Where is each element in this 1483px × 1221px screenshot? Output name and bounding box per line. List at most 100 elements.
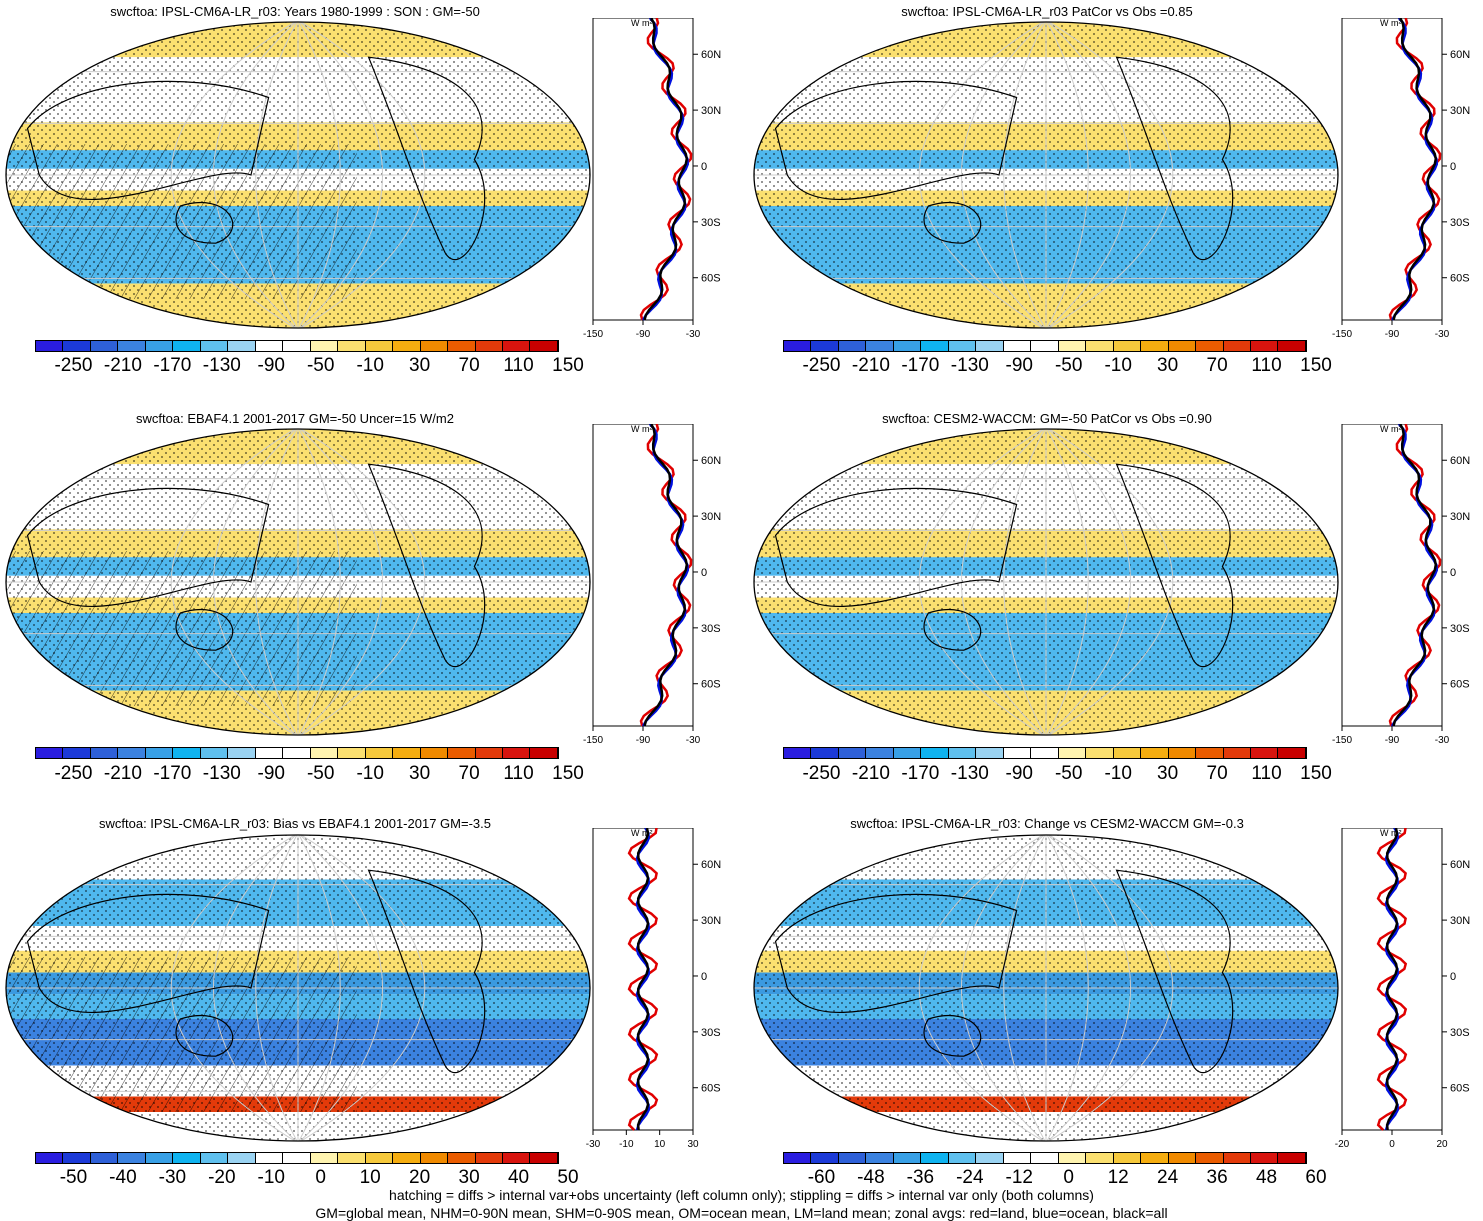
colorbar-label: 110 [1251, 355, 1282, 376]
latitude-label: 60N [701, 455, 721, 467]
latitude-label: 30S [1450, 1027, 1470, 1039]
latitude-label: 30N [701, 915, 721, 927]
colorbar-swatch [283, 748, 311, 758]
colorbar-label: 60 [1305, 1167, 1327, 1188]
latitude-label: 0 [701, 567, 707, 579]
latitude-label: 0 [1450, 567, 1456, 579]
colorbar-swatch [36, 341, 64, 351]
colorbar-label: -170 [153, 355, 192, 376]
colorbar-swatch [1250, 1153, 1279, 1163]
colorbar-swatch [365, 1153, 394, 1163]
colorbar-swatch [784, 341, 812, 351]
colorbar-swatch [1003, 1153, 1032, 1163]
colorbar-swatch [948, 341, 977, 351]
footer-line-2: GM=global mean, NHM=0-90N mean, SHM=0-90… [315, 1205, 1168, 1221]
latitude-label: 0 [701, 971, 707, 983]
colorbar-swatch [502, 748, 531, 758]
colorbar-label: -210 [103, 355, 142, 376]
colorbar-swatch [173, 1153, 201, 1163]
colorbar-label: -130 [950, 763, 989, 784]
global-map [753, 834, 1339, 1142]
colorbar-swatch [283, 341, 311, 351]
colorbar-swatch [420, 1153, 449, 1163]
colorbar-label: -210 [851, 763, 890, 784]
colorbar-label: 30 [1157, 763, 1179, 784]
colorbar-swatch [1141, 1153, 1169, 1163]
colorbar-swatch [283, 1153, 311, 1163]
colorbar-label: -30 [158, 1167, 187, 1188]
colorbar-swatch [310, 341, 339, 351]
zonal-tick-label: 10 [654, 1139, 666, 1150]
colorbar-label: 10 [359, 1167, 381, 1188]
colorbar-swatch [448, 748, 476, 758]
zonal-tick-label: -150 [583, 735, 603, 746]
colorbar-label: 110 [1251, 763, 1282, 784]
colorbar-swatch [420, 341, 449, 351]
colorbar-swatch [365, 748, 394, 758]
colorbar-swatch [838, 748, 867, 758]
colorbar-label: -170 [153, 763, 192, 784]
colorbar-swatch [921, 1153, 949, 1163]
colorbar-label: -90 [257, 355, 285, 376]
colorbar-swatch [173, 341, 201, 351]
colorbar-swatch [1058, 748, 1087, 758]
colorbar-swatch [1031, 1153, 1059, 1163]
colorbar-swatch [36, 748, 64, 758]
colorbar-label: 110 [503, 763, 534, 784]
latitude-label: 30N [701, 511, 721, 523]
colorbar-label: 36 [1206, 1167, 1228, 1188]
zonal-tick-label: -20 [1335, 1139, 1350, 1150]
colorbar-swatch [1223, 748, 1251, 758]
colorbar-swatch [1223, 1153, 1251, 1163]
all-zonal-line [643, 18, 689, 321]
colorbar [35, 340, 559, 352]
colorbar-swatch [838, 1153, 867, 1163]
colorbar-swatch [530, 748, 558, 758]
all-zonal-line [636, 828, 650, 1131]
colorbar-label: -250 [54, 355, 93, 376]
units-label: W m² [1380, 424, 1402, 434]
colorbar-label: -10 [356, 355, 384, 376]
all-zonal-line [643, 424, 689, 727]
colorbar-swatch [448, 1153, 476, 1163]
colorbar-label: -10 [356, 763, 384, 784]
zonal-tick-label: -90 [636, 735, 651, 746]
latitude-label: 0 [1450, 971, 1456, 983]
units-label: W m² [631, 424, 653, 434]
units-label: W m² [631, 828, 653, 838]
colorbar-swatch [365, 341, 394, 351]
colorbar-label: -130 [202, 355, 241, 376]
colorbar-swatch [893, 341, 922, 351]
colorbar-swatch [530, 1153, 558, 1163]
colorbar-swatch [145, 341, 174, 351]
colorbar-swatch [1141, 748, 1169, 758]
colorbar-label: -24 [956, 1167, 984, 1188]
colorbar-swatch [1250, 341, 1279, 351]
colorbar-swatch [393, 1153, 421, 1163]
panel-title: swcftoa: CESM2-WACCM: GM=-50 PatCor vs O… [882, 411, 1212, 426]
colorbar-swatch [838, 341, 867, 351]
footer-line-1: hatching = diffs > internal var+obs unce… [389, 1187, 1094, 1203]
colorbar [783, 747, 1307, 759]
colorbar-swatch [310, 1153, 339, 1163]
colorbar-swatch [420, 748, 449, 758]
colorbar-label: 20 [409, 1167, 431, 1188]
colorbar-swatch [866, 748, 894, 758]
latitude-label: 30S [1450, 217, 1470, 229]
colorbar-label: 24 [1157, 1167, 1179, 1188]
panel-title: swcftoa: IPSL-CM6A-LR_r03: Change vs CES… [850, 816, 1244, 831]
latitude-label: 0 [1450, 161, 1456, 173]
colorbar-label: -210 [103, 763, 142, 784]
colorbar-swatch [393, 748, 421, 758]
colorbar-swatch [1058, 341, 1087, 351]
colorbar-swatch [502, 1153, 531, 1163]
colorbar-swatch [1113, 341, 1142, 351]
zonal-tick-label: -30 [586, 1139, 601, 1150]
latitude-label: 60S [1450, 679, 1470, 691]
colorbar-label: 70 [1206, 355, 1228, 376]
colorbar-swatch [90, 341, 119, 351]
colorbar-swatch [948, 1153, 977, 1163]
units-label: W m² [1380, 828, 1402, 838]
colorbar-swatch [228, 748, 256, 758]
colorbar-swatch [1086, 1153, 1114, 1163]
